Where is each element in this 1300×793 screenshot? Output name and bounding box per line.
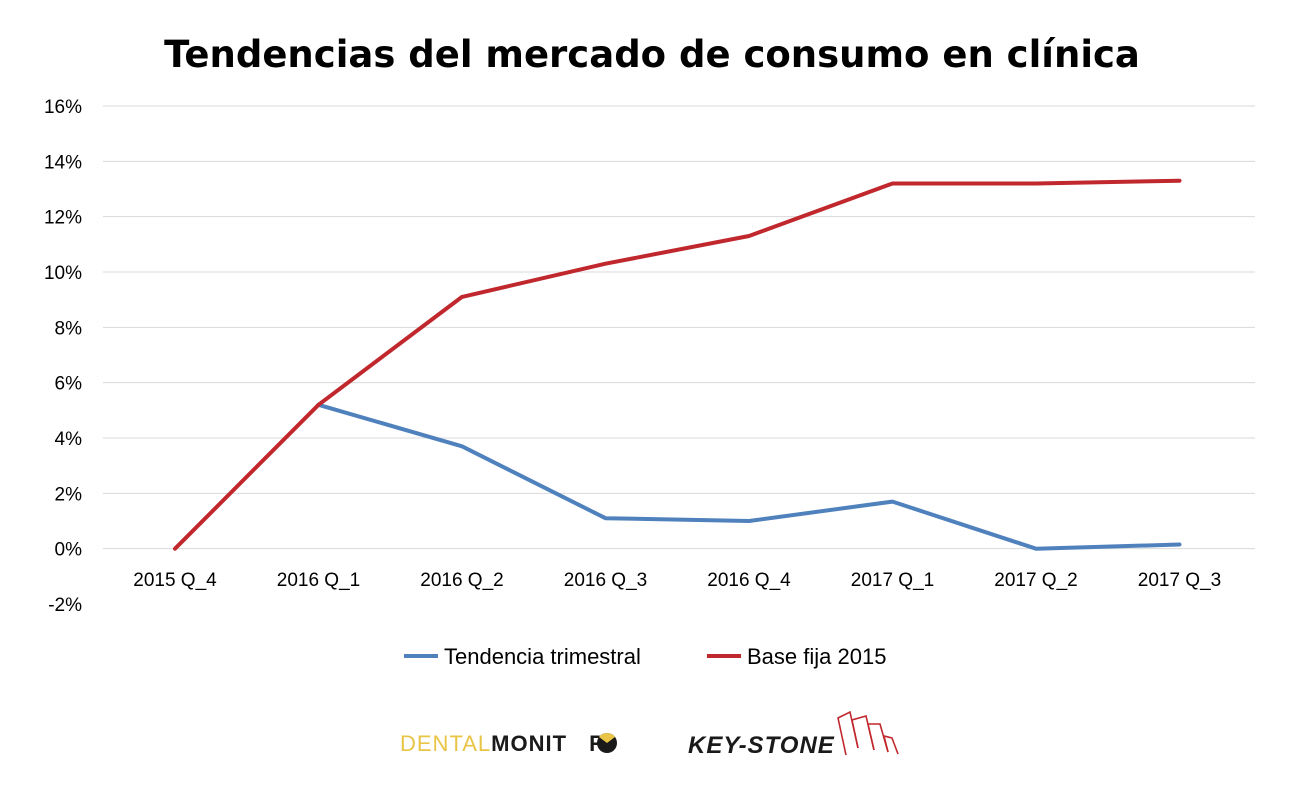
- y-tick-label: 4%: [55, 429, 83, 450]
- x-tick-label: 2017 Q_2: [994, 570, 1077, 591]
- x-tick-label: 2016 Q_1: [277, 570, 360, 591]
- x-tick-label: 2016 Q_4: [707, 570, 791, 591]
- x-tick-label: 2017 Q_1: [851, 570, 934, 591]
- keystone-building-icon: [837, 710, 899, 756]
- x-tick-label: 2016 Q_3: [564, 570, 647, 591]
- y-tick-label: -2%: [48, 595, 82, 616]
- y-axis-tick-labels: 16% 14% 12% 10% 8% 6% 4% 2% 0% -2%: [44, 97, 82, 616]
- keystone-logo-text: KEY-STONE: [688, 732, 835, 759]
- y-tick-label: 16%: [44, 97, 82, 118]
- logo-dental-part1: DENTAL: [400, 731, 491, 756]
- x-tick-label: 2017 Q_3: [1138, 570, 1221, 591]
- keystone-logo: KEY-STONE: [688, 710, 899, 759]
- y-tick-label: 12%: [44, 208, 82, 229]
- x-tick-label: 2015 Q_4: [133, 570, 217, 591]
- logo-dental-part2: MONIT: [491, 731, 567, 756]
- y-tick-label: 6%: [55, 374, 83, 395]
- y-tick-label: 10%: [44, 263, 82, 284]
- chart-title: Tendencias del mercado de consumo en clí…: [164, 33, 1140, 76]
- legend-label: Base fija 2015: [747, 644, 886, 669]
- series-lines: [173, 178, 1182, 551]
- y-tick-label: 2%: [55, 484, 83, 505]
- legend: Tendencia trimestral Base fija 2015: [404, 644, 886, 669]
- y-tick-label: 0%: [55, 540, 83, 561]
- dental-monitor-o-icon: [597, 733, 617, 753]
- series-line: [316, 402, 1182, 551]
- y-tick-label: 8%: [55, 318, 83, 339]
- x-axis-tick-labels: 2015 Q_4 2016 Q_1 2016 Q_2 2016 Q_3 2016 Q_4…: [133, 570, 1221, 591]
- x-tick-label: 2016 Q_2: [420, 570, 503, 591]
- gridlines: [103, 105, 1255, 550]
- legend-label: Tendencia trimestral: [444, 644, 641, 669]
- svg-text:DENTALMONITR: DENTALMONITR: [400, 731, 606, 756]
- dental-monitor-logo: DENTALMONITR: [400, 731, 617, 756]
- y-tick-label: 14%: [44, 152, 82, 173]
- series-line: [173, 178, 1182, 551]
